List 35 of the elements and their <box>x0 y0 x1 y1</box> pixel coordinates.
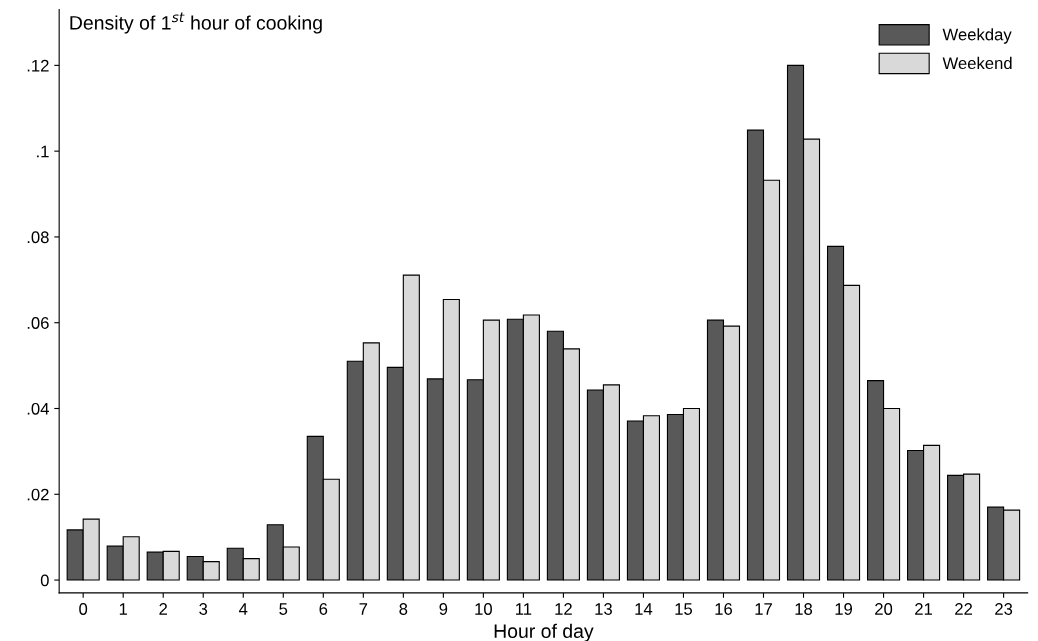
x-tick-label: 22 <box>955 603 973 615</box>
y-tick-label: .04 <box>27 402 49 415</box>
x-tick-label: 3 <box>199 603 208 615</box>
chart-title: Density of 1$^{st}$ hour of cooking <box>70 12 322 34</box>
x-tick-label: 6 <box>319 603 328 615</box>
legend-label: Weekday <box>942 28 1012 44</box>
x-tick-label: 4 <box>239 603 248 615</box>
y-tick-label: .02 <box>27 488 49 501</box>
x-tick-label: 5 <box>279 603 288 615</box>
x-tick-label: 1 <box>119 603 128 615</box>
x-tick-label: 15 <box>675 603 693 615</box>
x-tick-label: 2 <box>159 603 168 615</box>
x-tick-label: 7 <box>359 603 368 615</box>
x-tick-label: 19 <box>835 603 853 615</box>
x-tick-label: 13 <box>595 603 612 615</box>
y-tick-label: .12 <box>27 59 49 72</box>
x-tick-label: 23 <box>995 603 1013 615</box>
x-axis-title: Hour of day <box>494 623 594 641</box>
x-tick-label: 10 <box>475 603 492 615</box>
y-tick-label: .06 <box>27 317 49 329</box>
x-tick-label: 8 <box>399 603 408 615</box>
x-tick-label: 11 <box>516 603 532 615</box>
y-tick-label: 0 <box>40 574 49 587</box>
x-tick-label: 0 <box>79 603 88 615</box>
x-tick-label: 12 <box>555 603 572 615</box>
x-tick-label: 21 <box>915 603 933 615</box>
x-tick-label: 9 <box>439 603 448 615</box>
y-tick-label: .1 <box>37 145 49 158</box>
x-tick-label: 20 <box>875 603 893 615</box>
x-tick-label: 14 <box>635 603 653 615</box>
x-tick-label: 18 <box>795 603 813 615</box>
x-tick-label: 16 <box>715 603 733 615</box>
y-tick-label: .08 <box>27 231 49 244</box>
legend-label: Weekend <box>942 56 1012 70</box>
x-tick-label: 17 <box>755 603 772 615</box>
